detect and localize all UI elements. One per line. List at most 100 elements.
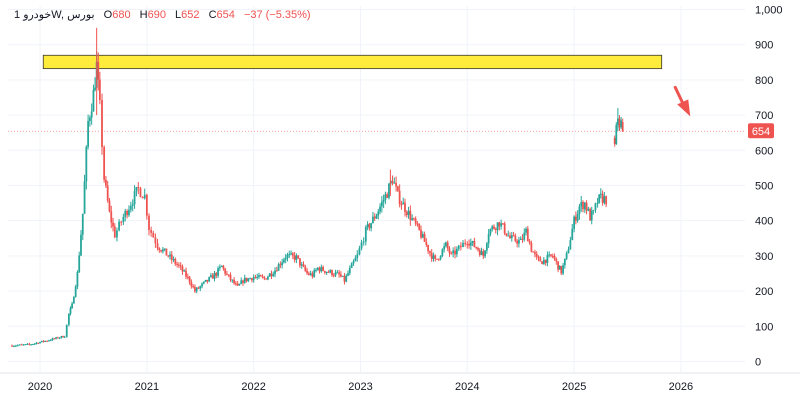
candle-body	[234, 283, 237, 285]
candle-body	[548, 254, 551, 256]
candle-body	[72, 296, 75, 304]
x-tick-label: 2024	[455, 381, 479, 393]
candle-body	[475, 247, 478, 249]
candle-body	[90, 111, 93, 118]
candle-body	[393, 182, 396, 184]
candle-body	[199, 286, 202, 289]
candle-body	[263, 277, 266, 279]
legend-open-label: O	[103, 9, 113, 21]
candle-body	[141, 196, 144, 199]
candle-body	[518, 240, 520, 244]
candle-body	[265, 278, 268, 280]
candle-body	[208, 277, 211, 282]
candle-body	[618, 118, 621, 128]
candle-body	[469, 242, 472, 246]
candle-body	[101, 99, 103, 148]
candle-body	[185, 270, 187, 277]
candles	[11, 27, 624, 348]
candle-body	[466, 243, 469, 245]
candle-body	[530, 242, 533, 252]
candle-body	[254, 277, 257, 279]
candle-body	[113, 226, 116, 238]
candle-body	[11, 345, 13, 347]
y-tick-label: 700	[755, 110, 773, 122]
candle-body	[110, 211, 113, 223]
candle-body	[573, 216, 576, 229]
candle-body	[450, 253, 453, 255]
candle-body	[87, 121, 90, 147]
candle-body	[97, 61, 100, 80]
candle-body	[352, 261, 355, 264]
candle-body	[33, 343, 36, 345]
candle-body	[525, 228, 527, 233]
candle-body	[350, 263, 353, 268]
candle-body	[407, 210, 410, 216]
candle-body	[400, 204, 403, 206]
candle-body	[464, 242, 467, 244]
candle-body	[569, 240, 572, 250]
candle-body	[133, 191, 136, 205]
candle-body	[217, 268, 219, 276]
candle-body	[620, 120, 622, 128]
candle-body	[195, 287, 198, 292]
candle-body	[233, 279, 235, 284]
candle-body	[30, 344, 33, 346]
candle-body	[503, 223, 506, 234]
candle-body	[372, 216, 374, 224]
candle-body	[423, 233, 426, 242]
candle-body	[583, 202, 586, 210]
x-tick-label: 2026	[669, 381, 693, 393]
candle-body	[532, 251, 535, 253]
candle-body	[537, 256, 540, 258]
candle-body	[160, 250, 162, 252]
y-tick-label: 100	[755, 321, 773, 333]
candle-body	[477, 248, 479, 250]
candle-body	[170, 254, 173, 260]
candle-body	[315, 269, 317, 271]
candle-body	[446, 242, 449, 249]
legend-interval: 1	[14, 9, 21, 21]
candle-body	[496, 222, 499, 231]
candle-body	[396, 186, 399, 191]
candle-body	[452, 250, 455, 254]
candle-body	[202, 281, 205, 284]
resistance-zone-rectangle	[42, 54, 663, 70]
candle-body	[379, 206, 381, 212]
candle-body	[161, 249, 164, 252]
candle-body	[526, 228, 529, 242]
candle-body	[245, 277, 248, 282]
candle-body	[186, 276, 189, 278]
candle-body	[434, 255, 437, 259]
current-price-badge	[748, 123, 774, 139]
candle-body	[551, 255, 554, 257]
candle-body	[485, 243, 488, 251]
candle-body	[261, 276, 264, 278]
legend-symbol[interactable]: خودروW	[23, 9, 61, 21]
candle-body	[231, 279, 234, 281]
candle-body	[74, 286, 77, 297]
candle-body	[18, 344, 21, 346]
candle-body	[596, 202, 599, 204]
candle-body	[300, 264, 303, 266]
candle-body	[204, 279, 207, 282]
candle-body	[459, 245, 462, 248]
candle-body	[516, 241, 519, 244]
candle-body	[375, 215, 378, 219]
y-tick-label: 800	[755, 75, 773, 87]
candle-body	[267, 276, 269, 280]
candle-body	[427, 244, 430, 252]
candle-body	[491, 226, 494, 230]
candle-body	[560, 265, 563, 274]
candle-body	[243, 277, 246, 283]
candle-body	[275, 270, 278, 272]
x-tick-label: 2021	[135, 381, 159, 393]
candle-body	[603, 196, 606, 203]
candle-body	[313, 270, 316, 277]
candle-body	[92, 89, 95, 112]
overlays: 654	[8, 85, 774, 139]
legend-low-label: L	[175, 9, 182, 21]
resistance-zone-layer	[42, 54, 663, 70]
candle-body	[562, 265, 564, 274]
